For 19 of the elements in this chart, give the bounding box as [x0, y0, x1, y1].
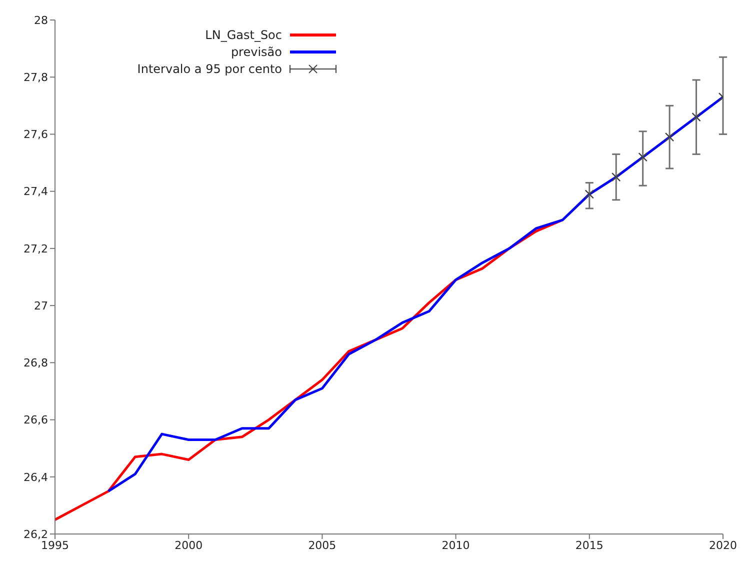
x-tick-label: 2010 — [442, 538, 470, 552]
y-tick-label: 27,6 — [24, 128, 48, 142]
legend-label: Intervalo a 95 por cento — [137, 62, 282, 76]
legend-label: LN_Gast_Soc — [205, 28, 282, 42]
y-tick-label: 27,8 — [24, 71, 48, 84]
y-tick-label: 27 — [34, 299, 48, 312]
y-tick-label: 28 — [34, 14, 48, 27]
x-tick-label: 2015 — [575, 538, 604, 552]
y-tick-label: 26,6 — [24, 414, 48, 427]
x-tick-label: 1995 — [41, 538, 69, 552]
y-tick-label: 26,8 — [24, 356, 48, 370]
y-tick-label: 26,4 — [24, 470, 48, 484]
x-tick-label: 2020 — [709, 538, 737, 552]
x-tick-label: 2000 — [174, 538, 203, 552]
y-tick-label: 26,2 — [24, 528, 48, 541]
y-tick-label: 27,4 — [24, 185, 48, 198]
legend-label: previsão — [230, 44, 282, 58]
y-tick-label: 27,2 — [24, 242, 48, 256]
x-tick-label: 2005 — [308, 538, 336, 552]
